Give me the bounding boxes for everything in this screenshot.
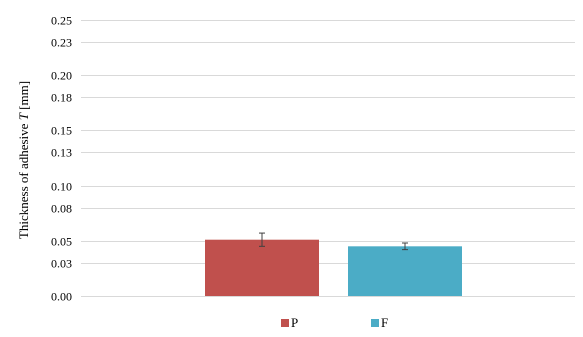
y-tick-labels: 0.00 0.03 0.05 0.08 0.10 0.13 0.15 0.18 0.20 0.23… bbox=[51, 14, 72, 304]
bar-F bbox=[348, 246, 462, 296]
legend-label-F: F bbox=[381, 315, 388, 330]
y-tick-label: 0.00 bbox=[51, 290, 72, 304]
legend-label-P: P bbox=[291, 315, 298, 330]
y-tick-label: 0.23 bbox=[51, 36, 72, 50]
y-tick-label: 0.08 bbox=[51, 202, 72, 216]
y-axis-title-unit: [mm] bbox=[16, 81, 31, 113]
bars bbox=[205, 239, 462, 296]
y-tick-label: 0.18 bbox=[51, 91, 72, 105]
error-bars bbox=[259, 232, 408, 251]
gridlines bbox=[81, 20, 575, 297]
error-bar-F bbox=[402, 242, 408, 251]
y-tick-label: 0.13 bbox=[51, 146, 72, 160]
y-axis-title-prefix: Thickness of adhesive bbox=[16, 120, 31, 239]
y-tick-label: 0.20 bbox=[51, 69, 72, 83]
legend-swatch-P bbox=[281, 319, 289, 327]
y-tick-label: 0.03 bbox=[51, 257, 72, 271]
y-axis-title: Thickness of adhesive T [mm] bbox=[16, 81, 31, 239]
error-bar-P bbox=[259, 232, 265, 247]
bar-P bbox=[205, 239, 319, 296]
y-tick-label: 0.15 bbox=[51, 124, 72, 138]
y-tick-label: 0.05 bbox=[51, 235, 72, 249]
y-axis-title-variable: T bbox=[16, 112, 31, 120]
y-tick-label: 0.10 bbox=[51, 180, 72, 194]
y-tick-label: 0.25 bbox=[51, 14, 72, 28]
legend-swatch-F bbox=[371, 319, 379, 327]
